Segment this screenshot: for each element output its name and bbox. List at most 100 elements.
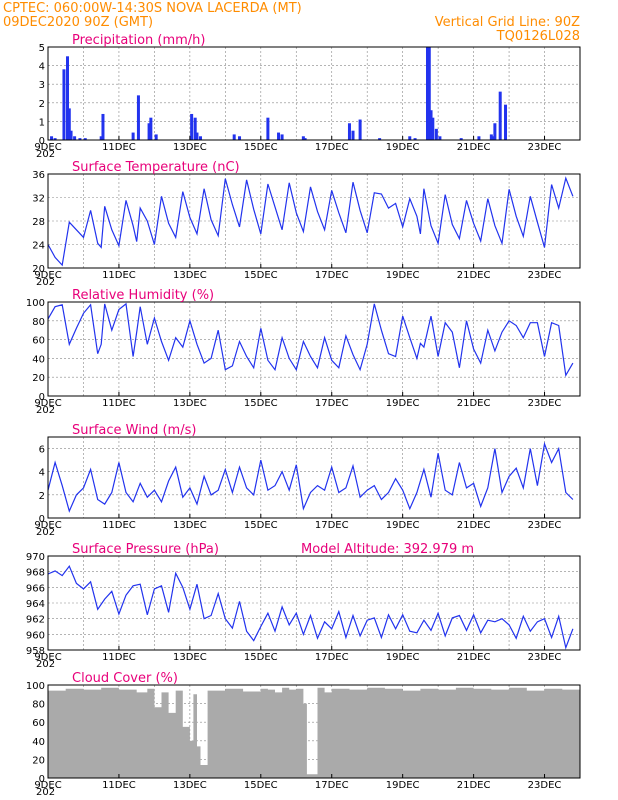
y-tick-label: 24 [32, 241, 45, 252]
relative-humidity-panel: 0 20 40 60 80 100 9DEC 11DEC 13DEC 15DEC 17DEC 19DE… [26, 288, 581, 416]
precipitation-title: Precipitation (mm/h) [72, 33, 205, 48]
header-grid-line: Vertical Grid Line: 90Z [435, 15, 580, 30]
precip-bar [101, 113, 105, 140]
precip-bar [358, 119, 362, 140]
year-fragment: 202 [36, 527, 55, 538]
precip-bar [413, 138, 417, 140]
y-tick-label: 966 [26, 583, 45, 594]
precip-bar [459, 138, 463, 140]
relative-humidity-frame [47, 301, 581, 397]
precip-bar [69, 130, 73, 140]
precip-bar [50, 136, 54, 140]
precip-bar [131, 132, 135, 140]
year-fragment: 202 [36, 277, 55, 288]
precip-bar [489, 134, 493, 140]
precip-bar [427, 47, 431, 140]
precip-bar [232, 134, 236, 140]
x-tick-label: 9DEC [34, 142, 61, 153]
precip-bar [351, 130, 355, 140]
x-tick-label: 15DEC [244, 270, 278, 281]
precip-bar [73, 136, 77, 140]
y-tick-label: 3 [39, 80, 45, 91]
y-tick-label: 958 [26, 646, 45, 657]
precip-bar [193, 117, 197, 140]
y-tick-label: 0 [39, 774, 45, 785]
precip-bar [78, 138, 82, 140]
x-tick-label: 11DEC [102, 652, 136, 663]
y-tick-label: 970 [26, 552, 45, 563]
precip-bar [147, 123, 151, 140]
precip-bar [99, 136, 103, 140]
cloud-cover-panel: 0 20 40 60 80 100 9DEC 11DEC 13DEC 15DEC 17DEC 19DE… [26, 671, 581, 798]
x-tick-label: 17DEC [315, 398, 349, 409]
x-tick-label: 21DEC [457, 780, 491, 791]
y-tick-label: 40 [32, 354, 45, 365]
x-tick-label: 23DEC [528, 142, 562, 153]
surface-pressure-panel: 958 960 962 964 966 968 970 9DEC 11DEC 13DEC 15DEC… [26, 542, 581, 670]
x-tick-label: 19DEC [386, 652, 420, 663]
y-tick-label: 80 [32, 700, 45, 711]
precip-bar [378, 138, 382, 140]
surface-wind-panel: 0 2 4 6 9DEC 11DEC 13DEC 15DEC 17DEC 19DEC 21DEC 23… [34, 423, 581, 538]
x-tick-label: 15DEC [244, 398, 278, 409]
surface-pressure-line [47, 565, 574, 650]
year-fragment: 202 [36, 659, 55, 670]
precipitation-panel: 0 1 2 3 4 5 9DEC 11DEC 13DEC 15DEC 17DEC 19DEC 21DEC… [34, 33, 581, 160]
year-fragment: 202 [36, 405, 55, 416]
y-tick-label: 100 [26, 298, 45, 309]
y-tick-label: 40 [32, 737, 45, 748]
precip-bar [347, 123, 351, 140]
precip-bar [429, 110, 433, 140]
precip-bar [491, 136, 495, 140]
year-fragment: 202 [36, 149, 55, 160]
precip-bar [301, 136, 305, 140]
header-model: TQ0126L028 [496, 29, 580, 44]
precip-bar [303, 138, 307, 140]
y-tick-label: 32 [32, 194, 45, 205]
cloud-cover-area [48, 687, 580, 778]
x-tick-label: 15DEC [244, 520, 278, 531]
header-station: CPTEC: 060:00W-14:30S NOVA LACERDA (MT) [3, 1, 302, 16]
precip-bar [408, 136, 412, 140]
surface-pressure-title: Surface Pressure (hPa) [72, 542, 219, 557]
x-tick-label: 9DEC [34, 780, 61, 791]
x-tick-label: 21DEC [457, 398, 491, 409]
x-tick-label: 9DEC [34, 520, 61, 531]
precip-bar [199, 136, 203, 140]
surface-temperature-panel: 20 24 28 32 36 9DEC 11DEC 13DEC 15DEC 17DEC 19DEC 2… [32, 160, 581, 288]
x-tick-label: 21DEC [457, 652, 491, 663]
surface-wind-frame [47, 436, 581, 519]
x-tick-label: 23DEC [528, 270, 562, 281]
precip-bar [67, 108, 71, 140]
surface-pressure-frame [47, 555, 581, 651]
surface-wind-title: Surface Wind (m/s) [72, 423, 196, 438]
precip-bar [477, 136, 481, 140]
y-tick-label: 60 [32, 718, 45, 729]
precip-bar [493, 123, 497, 140]
x-tick-label: 19DEC [386, 270, 420, 281]
x-tick-label: 17DEC [315, 142, 349, 153]
x-tick-label: 23DEC [528, 520, 562, 531]
precip-bar [266, 117, 270, 140]
x-tick-label: 15DEC [244, 780, 278, 791]
x-tick-label: 13DEC [173, 520, 207, 531]
x-tick-label: 21DEC [457, 520, 491, 531]
model-altitude: Model Altitude: 392.979 m [301, 542, 474, 557]
precip-bar [53, 138, 57, 140]
x-tick-label: 15DEC [244, 652, 278, 663]
x-tick-label: 9DEC [34, 270, 61, 281]
precip-bar [190, 113, 194, 140]
x-tick-label: 13DEC [173, 270, 207, 281]
y-tick-label: 968 [26, 568, 45, 579]
relative-humidity-line [47, 302, 574, 378]
precip-bar [154, 134, 158, 140]
cloud-cover-title: Cloud Cover (%) [72, 671, 178, 686]
precip-bar [277, 132, 281, 140]
precip-bar [438, 136, 442, 140]
y-tick-label: 20 [32, 373, 45, 384]
cloud-cover-frame [47, 684, 581, 779]
x-tick-label: 11DEC [102, 780, 136, 791]
x-tick-label: 19DEC [386, 142, 420, 153]
x-tick-label: 11DEC [102, 270, 136, 281]
precip-bar [504, 104, 508, 140]
